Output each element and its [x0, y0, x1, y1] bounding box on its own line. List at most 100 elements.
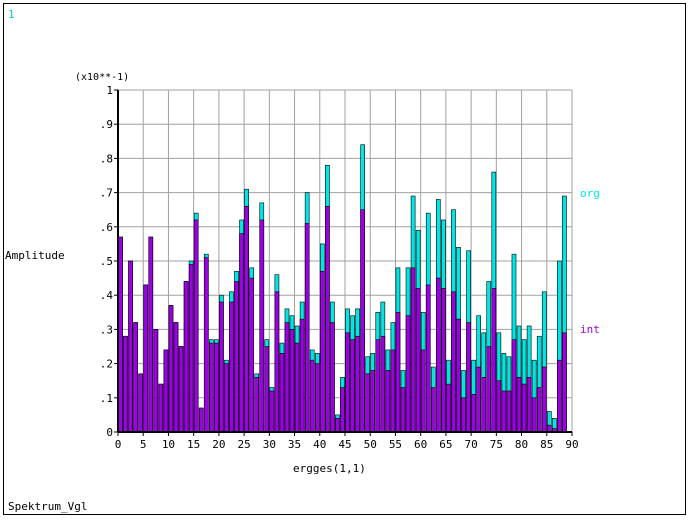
- legend-label-org: org: [580, 187, 600, 200]
- x-tick-label: 35: [288, 438, 301, 451]
- x-tick-label: 5: [140, 438, 147, 451]
- bar-int: [299, 318, 305, 433]
- bar-int: [314, 363, 320, 433]
- bar-int: [325, 205, 330, 433]
- bar-int: [330, 322, 335, 433]
- bar-int: [214, 342, 219, 433]
- bar-int: [294, 342, 300, 433]
- bar-int: [486, 346, 492, 433]
- x-tick-label: 85: [540, 438, 553, 451]
- bar-int: [259, 219, 265, 433]
- bar-int: [234, 281, 239, 433]
- bar-int: [380, 335, 386, 433]
- bar-int: [269, 390, 275, 433]
- bar-int: [340, 387, 345, 433]
- bar-int: [168, 305, 174, 433]
- footer-title: Spektrum_Vgl: [8, 500, 88, 513]
- bar-int: [188, 264, 194, 433]
- bar-int: [335, 418, 340, 433]
- bar-int: [456, 318, 461, 433]
- bar-int: [451, 291, 456, 433]
- bar-int: [446, 383, 451, 433]
- bar-int: [461, 397, 466, 433]
- bar-int: [506, 390, 512, 433]
- bar-int: [562, 332, 567, 433]
- bar-int: [244, 205, 249, 433]
- x-tick-label: 0: [115, 438, 122, 451]
- bar-int: [516, 376, 522, 433]
- y-tick-label: .5: [100, 255, 113, 268]
- bar-int: [209, 342, 214, 433]
- bar-int: [158, 383, 164, 433]
- bar-int: [410, 267, 416, 433]
- bar-int: [365, 373, 371, 433]
- bar-int: [345, 332, 350, 433]
- bar-int: [511, 339, 517, 433]
- bar-int: [521, 383, 527, 433]
- bar-int: [128, 260, 133, 433]
- x-tick-label: 50: [364, 438, 377, 451]
- bar-int: [395, 311, 401, 433]
- x-tick-label: 60: [414, 438, 427, 451]
- x-tick-label: 10: [162, 438, 175, 451]
- bar-int: [531, 397, 537, 433]
- bar-int: [304, 223, 310, 433]
- bar-int: [491, 288, 497, 433]
- bar-int: [541, 366, 547, 433]
- x-tick-label: 80: [515, 438, 528, 451]
- bar-int: [435, 277, 441, 433]
- bar-int: [471, 394, 476, 433]
- y-tick-label: .6: [100, 221, 113, 234]
- y-tick-label: .9: [100, 118, 113, 131]
- bar-int: [163, 349, 169, 433]
- bar-int: [193, 219, 199, 433]
- x-tick-label: 15: [187, 438, 200, 451]
- bar-int: [466, 322, 471, 433]
- bar-int: [143, 284, 149, 433]
- bar-int: [279, 353, 285, 433]
- x-axis-title: ergges(1,1): [293, 462, 366, 475]
- bar-int: [224, 363, 229, 433]
- x-tick-label: 75: [490, 438, 503, 451]
- bar-int: [355, 335, 360, 433]
- bar-int: [229, 301, 234, 433]
- bar-int: [415, 288, 421, 433]
- bar-int: [203, 257, 209, 433]
- bar-int: [123, 335, 128, 433]
- bar-int: [264, 346, 270, 433]
- bar-int: [178, 346, 184, 433]
- bar-int: [476, 366, 481, 433]
- bar-int: [390, 349, 396, 433]
- bar-int: [405, 315, 411, 433]
- x-tick-label: 40: [313, 438, 326, 451]
- bar-int: [138, 373, 144, 433]
- y-tick-label: .1: [100, 392, 113, 405]
- bar-int: [118, 236, 123, 433]
- x-tick-label: 65: [439, 438, 452, 451]
- bar-int: [133, 322, 138, 433]
- bar-int: [239, 233, 244, 433]
- x-tick-label: 70: [464, 438, 477, 451]
- y-axis-title: Amplitude: [5, 249, 65, 262]
- y-tick-label: .3: [100, 323, 113, 336]
- bar-int: [375, 339, 381, 433]
- corner-label: 1: [8, 8, 15, 21]
- bar-int: [430, 387, 436, 433]
- bar-int: [183, 281, 189, 433]
- bar-int: [249, 277, 254, 433]
- bar-int: [350, 339, 355, 433]
- y-tick-label: .8: [100, 152, 113, 165]
- bar-int: [557, 359, 562, 433]
- bar-int: [546, 424, 552, 433]
- bar-int: [284, 322, 290, 433]
- bar-int: [153, 329, 159, 433]
- bar-int: [289, 329, 295, 433]
- bar-int: [425, 284, 431, 433]
- x-tick-label: 30: [263, 438, 276, 451]
- bar-int: [173, 322, 179, 433]
- x-tick-label: 55: [389, 438, 402, 451]
- y-tick-label: .2: [100, 358, 113, 371]
- plot-window-frame: [3, 3, 686, 515]
- y-tick-label: 0: [106, 426, 113, 439]
